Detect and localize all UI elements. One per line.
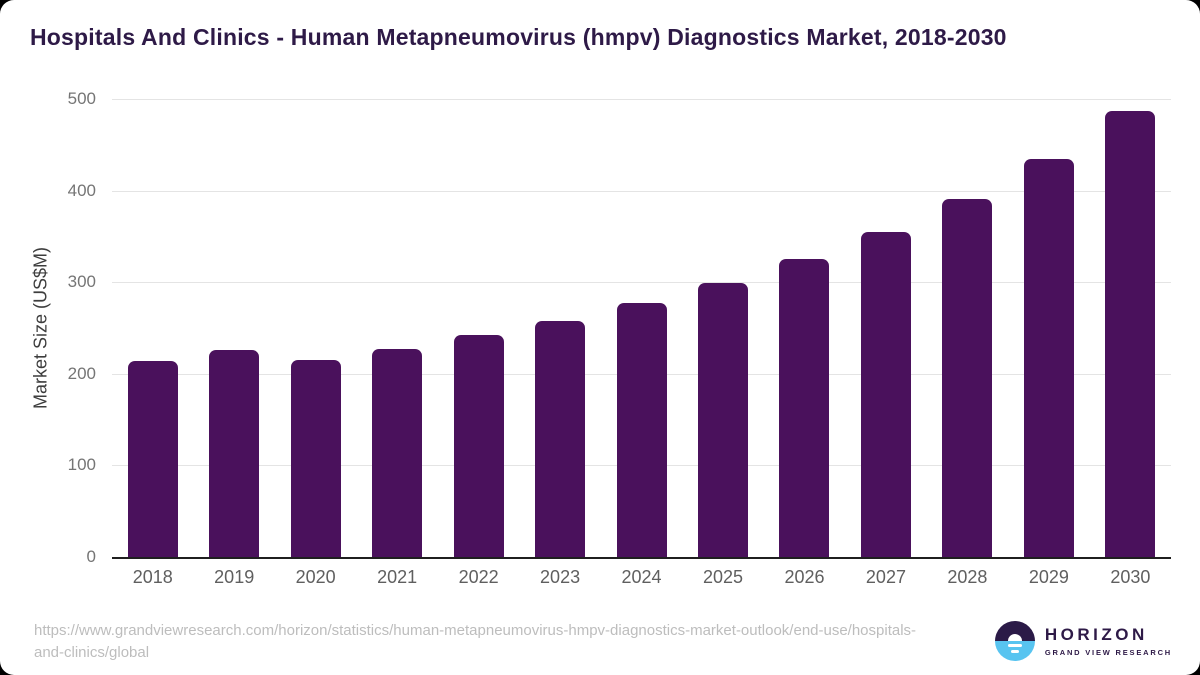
bar-column-2025 xyxy=(682,99,763,557)
y-tick-0: 0 xyxy=(86,547,96,566)
x-tick-2030: 2030 xyxy=(1110,567,1151,587)
y-axis-tick-labels: 0 100 200 300 400 500 xyxy=(0,89,96,566)
x-tick-2027: 2027 xyxy=(865,567,906,587)
bar-column-2019 xyxy=(193,99,274,557)
bar-2022[interactable] xyxy=(453,335,504,557)
y-tick-200: 200 xyxy=(67,363,96,383)
y-tick-100: 100 xyxy=(67,455,96,475)
sun-icon xyxy=(1007,634,1022,641)
bar-2025[interactable] xyxy=(698,283,749,557)
x-axis-labels: 2018 2019 2020 2021 2022 2023 2024 2025 2026 2027… xyxy=(112,567,1171,588)
x-tick-2021: 2021 xyxy=(377,567,418,587)
horizon-logo: HORIZON GRAND VIEW RESEARCH xyxy=(994,621,1172,661)
x-tick-2019: 2019 xyxy=(214,567,255,587)
y-tick-400: 400 xyxy=(67,180,96,200)
bar-2028[interactable] xyxy=(942,198,993,557)
bar-column-2028 xyxy=(927,99,1008,557)
y-tick-300: 300 xyxy=(67,272,96,292)
bar-column-2021 xyxy=(356,99,437,557)
bar-series xyxy=(112,99,1171,557)
bar-2018[interactable] xyxy=(127,360,178,557)
gridline-300 xyxy=(112,282,1171,284)
x-tick-2029: 2029 xyxy=(1028,567,1069,587)
bar-2021[interactable] xyxy=(372,349,423,557)
bar-2030[interactable] xyxy=(1105,110,1156,557)
bar-2026[interactable] xyxy=(779,259,830,557)
sun-reflection-icon xyxy=(1007,644,1022,647)
bar-column-2024 xyxy=(601,99,682,557)
bar-2029[interactable] xyxy=(1023,158,1074,557)
bar-column-2026 xyxy=(764,99,845,557)
bar-column-2022 xyxy=(438,99,519,557)
logo-text: HORIZON GRAND VIEW RESEARCH xyxy=(1045,625,1172,657)
x-tick-2023: 2023 xyxy=(540,567,581,587)
bar-2020[interactable] xyxy=(290,360,341,557)
bar-2023[interactable] xyxy=(535,320,586,557)
bar-column-2029 xyxy=(1008,99,1089,557)
bar-2019[interactable] xyxy=(209,349,260,557)
bar-column-2020 xyxy=(275,99,356,557)
source-url: https://www.grandviewresearch.com/horizo… xyxy=(34,620,916,664)
x-tick-2026: 2026 xyxy=(784,567,825,587)
plot-area xyxy=(112,99,1171,559)
bar-column-2030 xyxy=(1090,99,1171,557)
bar-column-2027 xyxy=(845,99,926,557)
page-title: Hospitals And Clinics - Human Metapneumo… xyxy=(30,24,1007,50)
x-tick-2018: 2018 xyxy=(132,567,173,587)
x-tick-2022: 2022 xyxy=(458,567,499,587)
x-tick-2025: 2025 xyxy=(702,567,744,587)
bar-2027[interactable] xyxy=(860,231,911,557)
x-tick-2028: 2028 xyxy=(947,567,988,587)
bar-2024[interactable] xyxy=(616,303,667,557)
horizon-logo-icon xyxy=(994,621,1035,661)
gridline-400 xyxy=(112,190,1171,192)
source-url-line-1: https://www.grandviewresearch.com/horizo… xyxy=(34,622,917,639)
bar-column-2023 xyxy=(519,99,600,557)
gridline-500 xyxy=(112,99,1171,100)
logo-sub-text: GRAND VIEW RESEARCH xyxy=(1044,648,1172,657)
bar-column-2018 xyxy=(112,99,193,557)
y-tick-500: 500 xyxy=(67,89,96,108)
x-tick-2020: 2020 xyxy=(295,567,336,587)
x-tick-2024: 2024 xyxy=(621,567,662,587)
sun-reflection-icon xyxy=(1010,650,1019,653)
logo-brand-text: HORIZON xyxy=(1044,625,1148,644)
source-url-line-2: and-clinics/global xyxy=(34,644,150,661)
